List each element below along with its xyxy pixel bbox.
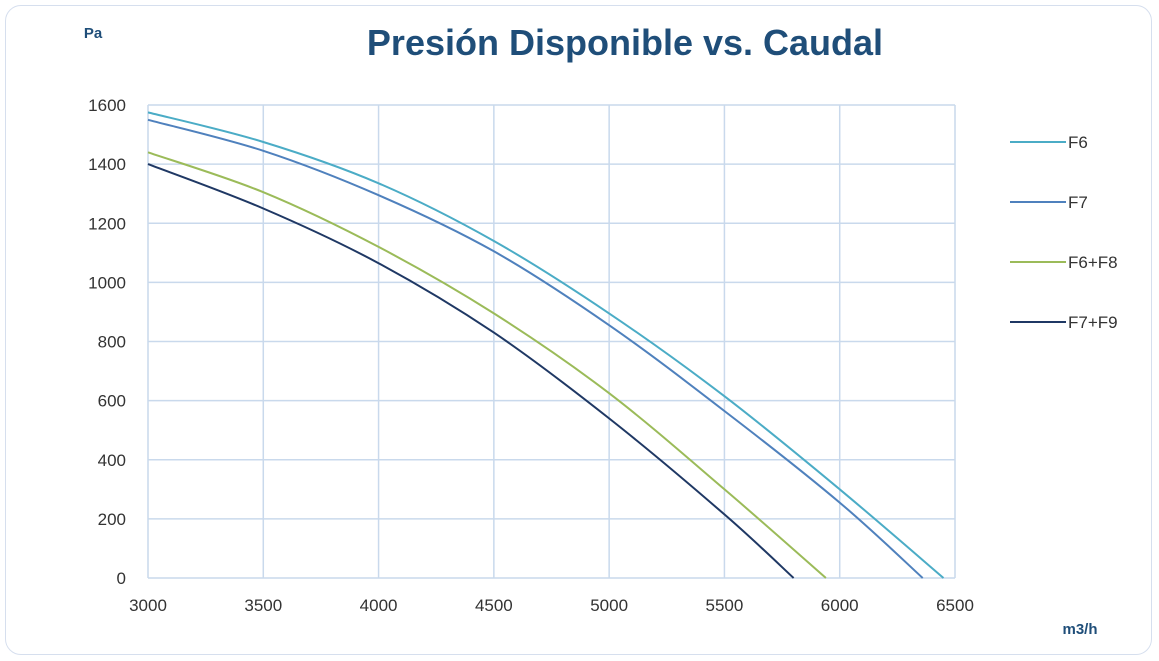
chart-title: Presión Disponible vs. Caudal — [367, 22, 883, 63]
legend-label-f7-f9: F7+F9 — [1068, 313, 1118, 332]
y-tick-label: 1200 — [88, 214, 126, 233]
y-tick-label: 800 — [98, 333, 126, 352]
x-tick-label: 6500 — [936, 596, 974, 615]
y-tick-label: 1400 — [88, 155, 126, 174]
y-tick-label: 0 — [117, 569, 126, 588]
legend-label-f6-f8: F6+F8 — [1068, 253, 1118, 272]
series-lines — [147, 111, 945, 579]
y-tick-label: 1600 — [88, 96, 126, 115]
series-line-f6-f8 — [147, 151, 827, 579]
legend-label-f7: F7 — [1068, 193, 1088, 212]
y-axis-unit-label: Pa — [84, 25, 103, 42]
x-tick-label: 5000 — [590, 596, 628, 615]
x-tick-label: 4000 — [360, 596, 398, 615]
chart-frame — [5, 5, 1152, 655]
series-line-f6 — [147, 111, 945, 579]
y-tick-label: 400 — [98, 451, 126, 470]
tick-labels: 3000 3500 4000 4500 5000 5500 6000 6500 0 200 400 6… — [88, 96, 974, 615]
y-tick-label: 600 — [98, 392, 126, 411]
legend-label-f6: F6 — [1068, 133, 1088, 152]
legend: F6 F7 F6+F8 F7+F9 — [1010, 133, 1118, 332]
x-tick-label: 4500 — [475, 596, 513, 615]
y-tick-label: 1000 — [88, 273, 126, 292]
grid-lines — [147, 104, 956, 579]
x-tick-label: 6000 — [821, 596, 859, 615]
x-tick-label: 5500 — [706, 596, 744, 615]
x-tick-label: 3500 — [244, 596, 282, 615]
y-tick-label: 200 — [98, 510, 126, 529]
x-axis-unit-label: m3/h — [1062, 621, 1097, 638]
series-line-f7-f9 — [147, 163, 795, 579]
series-line-f7 — [147, 118, 924, 579]
x-tick-label: 3000 — [129, 596, 167, 615]
